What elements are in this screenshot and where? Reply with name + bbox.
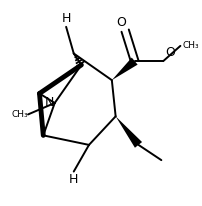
Text: O: O: [165, 46, 175, 59]
Text: O: O: [116, 16, 126, 29]
Text: N: N: [44, 96, 54, 110]
Polygon shape: [116, 116, 142, 148]
Text: H: H: [69, 173, 78, 186]
Text: H: H: [61, 12, 71, 25]
Polygon shape: [112, 58, 138, 80]
Text: CH₃: CH₃: [182, 41, 199, 50]
Text: CH₃: CH₃: [12, 110, 28, 119]
